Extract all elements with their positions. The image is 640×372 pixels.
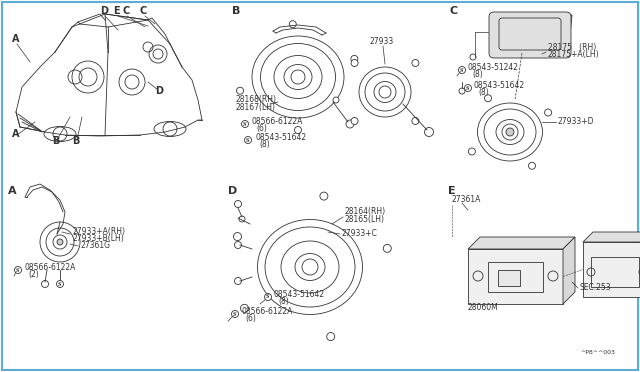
Circle shape (412, 118, 419, 125)
Text: 27933+B(LH): 27933+B(LH) (72, 234, 124, 243)
Text: 08566-6122A: 08566-6122A (24, 263, 76, 272)
Text: 28164(RH): 28164(RH) (345, 207, 386, 216)
Polygon shape (468, 237, 575, 249)
Text: 08566-6122A: 08566-6122A (252, 117, 303, 126)
Text: S: S (460, 67, 464, 73)
Text: 08543-51242: 08543-51242 (468, 63, 519, 72)
Text: 28175   (RH): 28175 (RH) (548, 43, 596, 52)
Polygon shape (583, 232, 640, 242)
Text: C: C (122, 6, 129, 16)
Text: B: B (52, 136, 60, 146)
Text: (8): (8) (259, 140, 269, 149)
Bar (591, 257, 639, 287)
Text: 08566-6122A: 08566-6122A (241, 307, 292, 316)
Circle shape (294, 126, 301, 134)
Circle shape (234, 232, 241, 241)
Text: S: S (266, 295, 269, 299)
Circle shape (241, 121, 248, 128)
Circle shape (468, 148, 476, 155)
Circle shape (320, 192, 328, 200)
Bar (488, 262, 543, 292)
Text: 28060M: 28060M (468, 303, 499, 312)
Text: 27933: 27933 (370, 37, 394, 46)
Text: S: S (16, 267, 20, 273)
Polygon shape (563, 237, 575, 304)
Circle shape (244, 137, 252, 144)
Circle shape (241, 304, 248, 312)
Text: 27933+D: 27933+D (558, 117, 595, 126)
Circle shape (326, 333, 335, 340)
FancyBboxPatch shape (489, 12, 571, 58)
Circle shape (234, 201, 241, 208)
Text: B: B (232, 6, 241, 16)
Circle shape (232, 311, 239, 317)
Circle shape (56, 280, 63, 288)
Text: D: D (228, 186, 237, 196)
Bar (498, 270, 520, 286)
Text: C: C (450, 6, 458, 16)
Circle shape (264, 294, 271, 301)
Circle shape (234, 278, 241, 285)
Circle shape (234, 241, 241, 248)
Text: E: E (448, 186, 456, 196)
Text: 27933+C: 27933+C (342, 229, 378, 238)
Text: S: S (233, 311, 237, 317)
Text: 28167(LH): 28167(LH) (236, 103, 276, 112)
Circle shape (239, 216, 245, 222)
Circle shape (412, 60, 419, 67)
Circle shape (346, 120, 354, 128)
Text: (2): (2) (28, 270, 39, 279)
Text: (8): (8) (278, 297, 289, 306)
Circle shape (424, 128, 433, 137)
Circle shape (484, 95, 492, 102)
Circle shape (470, 54, 476, 60)
Circle shape (506, 128, 514, 136)
Text: D: D (100, 6, 108, 16)
Text: 08543-51642: 08543-51642 (255, 133, 306, 142)
Text: 08543-51642: 08543-51642 (474, 81, 525, 90)
Circle shape (459, 88, 465, 94)
Text: (8): (8) (472, 70, 483, 79)
Text: 08543-51642: 08543-51642 (274, 290, 325, 299)
Text: A: A (12, 129, 19, 139)
Text: A: A (8, 186, 17, 196)
Text: S: S (243, 122, 247, 126)
Text: 28168(RH): 28168(RH) (236, 95, 277, 104)
Text: 27933+A(RH): 27933+A(RH) (72, 227, 125, 236)
Text: SEC.253: SEC.253 (580, 283, 612, 292)
Text: ^P8^^003: ^P8^^003 (580, 350, 615, 355)
Polygon shape (492, 15, 572, 55)
Circle shape (57, 239, 63, 245)
Circle shape (333, 97, 339, 103)
Circle shape (237, 87, 244, 94)
Text: A: A (12, 34, 19, 44)
Text: E: E (113, 6, 120, 16)
Text: S: S (467, 86, 470, 90)
Polygon shape (583, 242, 640, 297)
Circle shape (351, 55, 358, 62)
Circle shape (529, 162, 536, 169)
Polygon shape (468, 249, 563, 304)
Text: 28165(LH): 28165(LH) (345, 215, 385, 224)
Circle shape (465, 84, 472, 92)
Text: 28175+A(LH): 28175+A(LH) (548, 50, 600, 59)
Text: C: C (140, 6, 147, 16)
Text: 27361A: 27361A (452, 195, 481, 204)
Text: B: B (72, 136, 79, 146)
Text: S: S (58, 282, 61, 286)
Text: 27361G: 27361G (80, 241, 110, 250)
Text: (8): (8) (478, 88, 489, 97)
Circle shape (42, 280, 49, 288)
Circle shape (289, 21, 296, 28)
Circle shape (15, 266, 22, 273)
Text: (6): (6) (245, 314, 256, 323)
Circle shape (351, 60, 358, 67)
Circle shape (458, 67, 465, 74)
Text: (6): (6) (256, 124, 267, 133)
Circle shape (545, 109, 552, 116)
Text: S: S (246, 138, 250, 142)
Circle shape (351, 118, 358, 125)
Circle shape (383, 244, 391, 252)
Text: D: D (155, 86, 163, 96)
